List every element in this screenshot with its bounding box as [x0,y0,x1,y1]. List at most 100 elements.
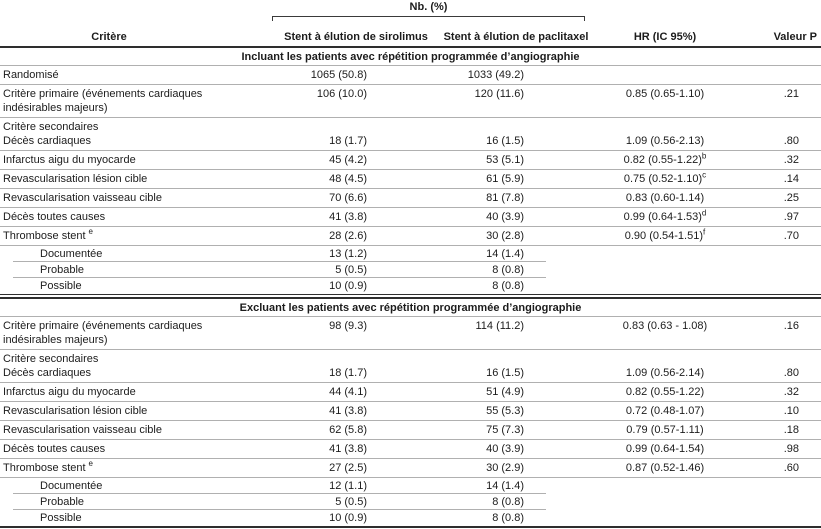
paclitaxel-count-cell: 40 (3.9) [486,211,524,223]
table-header: Nb. (%) Critère Stent à élution de sirol… [0,0,821,48]
table-row: Probable 5 (0.5) 8 (0.8) [0,262,821,278]
criterion-label: Infarctus aigu du myocarde [3,154,136,166]
criterion-cell: Documentée [0,247,270,261]
criterion-cell: Critère secondaires Décès cardiaques [0,120,270,148]
hr-cell: 0.75 (0.52-1.10)c [590,171,740,186]
criterion-label: Probable [40,264,85,276]
criterion-group-label: Critère secondaires [3,353,99,365]
sirolimus-count-cell: 18 (1.7) [329,367,367,379]
hr-value: 0.99 (0.64-1.53) [623,211,702,223]
criterion-label: Infarctus aigu du myocarde [3,386,136,398]
sirolimus-count-cell: 28 (2.6) [329,230,367,242]
criterion-cell: Revascularisation vaisseau cible [0,423,270,437]
criterion-label: Décès cardiaques [3,367,92,379]
hr-cell: 0.90 (0.54-1.51)f [590,227,740,243]
hr-value: 0.87 (0.52-1.46) [625,462,705,474]
paclitaxel-count-cell: 75 (7.3) [486,424,524,436]
nb-spanner-label: Nb. (%) [409,1,448,13]
criterion-cell: Revascularisation lésion cible [0,172,270,186]
hr-value: 0.90 (0.54-1.51) [624,230,704,242]
hr-cell: 0.99 (0.64-1.53)d [590,209,740,224]
table-row: Documentée 12 (1.1) 14 (1.4) [0,478,821,494]
table-row: Revascularisation vaisseau cible 70 (6.6)… [0,189,821,208]
criterion-cell: Possible [0,511,270,525]
table-row: Infarctus aigu du myocarde 44 (4.1) 51 (4.… [0,383,821,402]
criterion-label: Décès toutes causes [3,443,106,455]
column-header-hr: HR (IC 95%) [633,31,697,43]
criterion-label-line2: indésirables majeurs) [3,102,108,114]
sirolimus-count-cell: 18 (1.7) [329,135,367,147]
criterion-label: Revascularisation vaisseau cible [3,192,162,204]
sirolimus-count-cell: 70 (6.6) [329,192,367,204]
table-row: Critère primaire (événements cardiaques i… [0,85,821,118]
pvalue-cell: .97 [783,211,799,223]
sirolimus-count-cell: 27 (2.5) [329,462,367,474]
criterion-label-line2: indésirables majeurs) [3,334,108,346]
paclitaxel-count-cell: 120 (11.6) [474,88,524,100]
hr-value: 0.72 (0.48-1.07) [625,405,705,417]
pvalue-cell: .21 [783,88,799,100]
pvalue-cell: .80 [783,367,799,379]
paclitaxel-count-cell: 14 (1.4) [486,248,524,260]
hr-footnote-mark: b [701,151,707,161]
hr-cell: 1.09 (0.56-2.14) [590,352,740,380]
criterion-label: Revascularisation vaisseau cible [3,424,162,436]
sirolimus-count-cell: 10 (0.9) [329,280,367,292]
sirolimus-count-cell: 41 (3.8) [329,443,367,455]
criterion-label: Décès toutes causes [3,211,106,223]
hr-cell: 0.82 (0.55-1.22) [590,385,740,399]
table-row: Possible 10 (0.9) 8 (0.8) [0,510,821,526]
paclitaxel-count-cell: 61 (5.9) [486,173,524,185]
sirolimus-count-cell: 98 (9.3) [329,320,367,332]
table-row: Thrombose stent e 27 (2.5) 30 (2.9) 0.87 (0.… [0,459,821,478]
sirolimus-count-cell: 41 (3.8) [329,211,367,223]
sirolimus-count-cell: 45 (4.2) [329,154,367,166]
hr-cell: 0.83 (0.63 - 1.08) [590,319,740,333]
paclitaxel-count-cell: 14 (1.4) [486,480,524,492]
criterion-label: Documentée [40,248,103,260]
sirolimus-count-cell: 106 (10.0) [316,88,367,100]
criterion-label: Randomisé [3,69,59,81]
criterion-label: Revascularisation lésion cible [3,405,148,417]
column-header-pvalue: Valeur P [773,31,817,43]
hr-cell: 0.87 (0.52-1.46) [590,461,740,475]
criterion-cell: Décès toutes causes [0,442,270,456]
sirolimus-count-cell: 5 (0.5) [335,496,367,508]
hr-cell: 0.79 (0.57-1.11) [590,423,740,437]
criterion-footnote-mark: e [88,459,93,469]
table-bottom-rule [0,526,821,528]
paclitaxel-count-cell: 16 (1.5) [486,367,524,379]
pvalue-cell: .70 [783,230,799,242]
criterion-cell: Possible [0,279,270,293]
paclitaxel-count-cell: 114 (11.2) [475,320,524,332]
section-header: Incluant les patients avec répétition pr… [0,48,821,66]
hr-value: 1.09 (0.56-2.13) [625,135,705,147]
hr-cell: 0.85 (0.65-1.10) [590,87,740,101]
table-body: Incluant les patients avec répétition pr… [0,48,821,526]
partial-row-rule [13,493,546,494]
table-row: Thrombose stent e 28 (2.6) 30 (2.8) 0.90 (0.… [0,227,821,246]
sirolimus-count-cell: 13 (1.2) [329,248,367,260]
hr-value: 0.99 (0.64-1.54) [625,443,705,455]
hr-value: 1.09 (0.56-2.14) [625,367,705,379]
paclitaxel-count-cell: 30 (2.8) [486,230,524,242]
sirolimus-count-cell: 44 (4.1) [329,386,367,398]
pvalue-cell: .98 [783,443,799,455]
criterion-cell: Revascularisation vaisseau cible [0,191,270,205]
pvalue-cell: .25 [783,192,799,204]
table-row: Possible 10 (0.9) 8 (0.8) [0,278,821,294]
criterion-cell: Infarctus aigu du myocarde [0,385,270,399]
paclitaxel-count-cell: 53 (5.1) [486,154,524,166]
hr-footnote-mark: f [703,227,706,237]
sirolimus-count-cell: 10 (0.9) [329,512,367,524]
hr-value: 0.82 (0.55-1.22) [623,154,702,166]
partial-row-rule [13,261,546,262]
criterion-cell: Thrombose stent e [0,459,270,475]
section-header: Excluant les patients avec répétition pr… [0,299,821,317]
criterion-label: Décès cardiaques [3,135,92,147]
hr-cell: 0.72 (0.48-1.07) [590,404,740,418]
table-row: Probable 5 (0.5) 8 (0.8) [0,494,821,510]
criterion-cell: Probable [0,495,270,509]
column-header-row: Critère Stent à élution de sirolimus Ste… [0,30,821,44]
paclitaxel-count-cell: 8 (0.8) [492,496,524,508]
